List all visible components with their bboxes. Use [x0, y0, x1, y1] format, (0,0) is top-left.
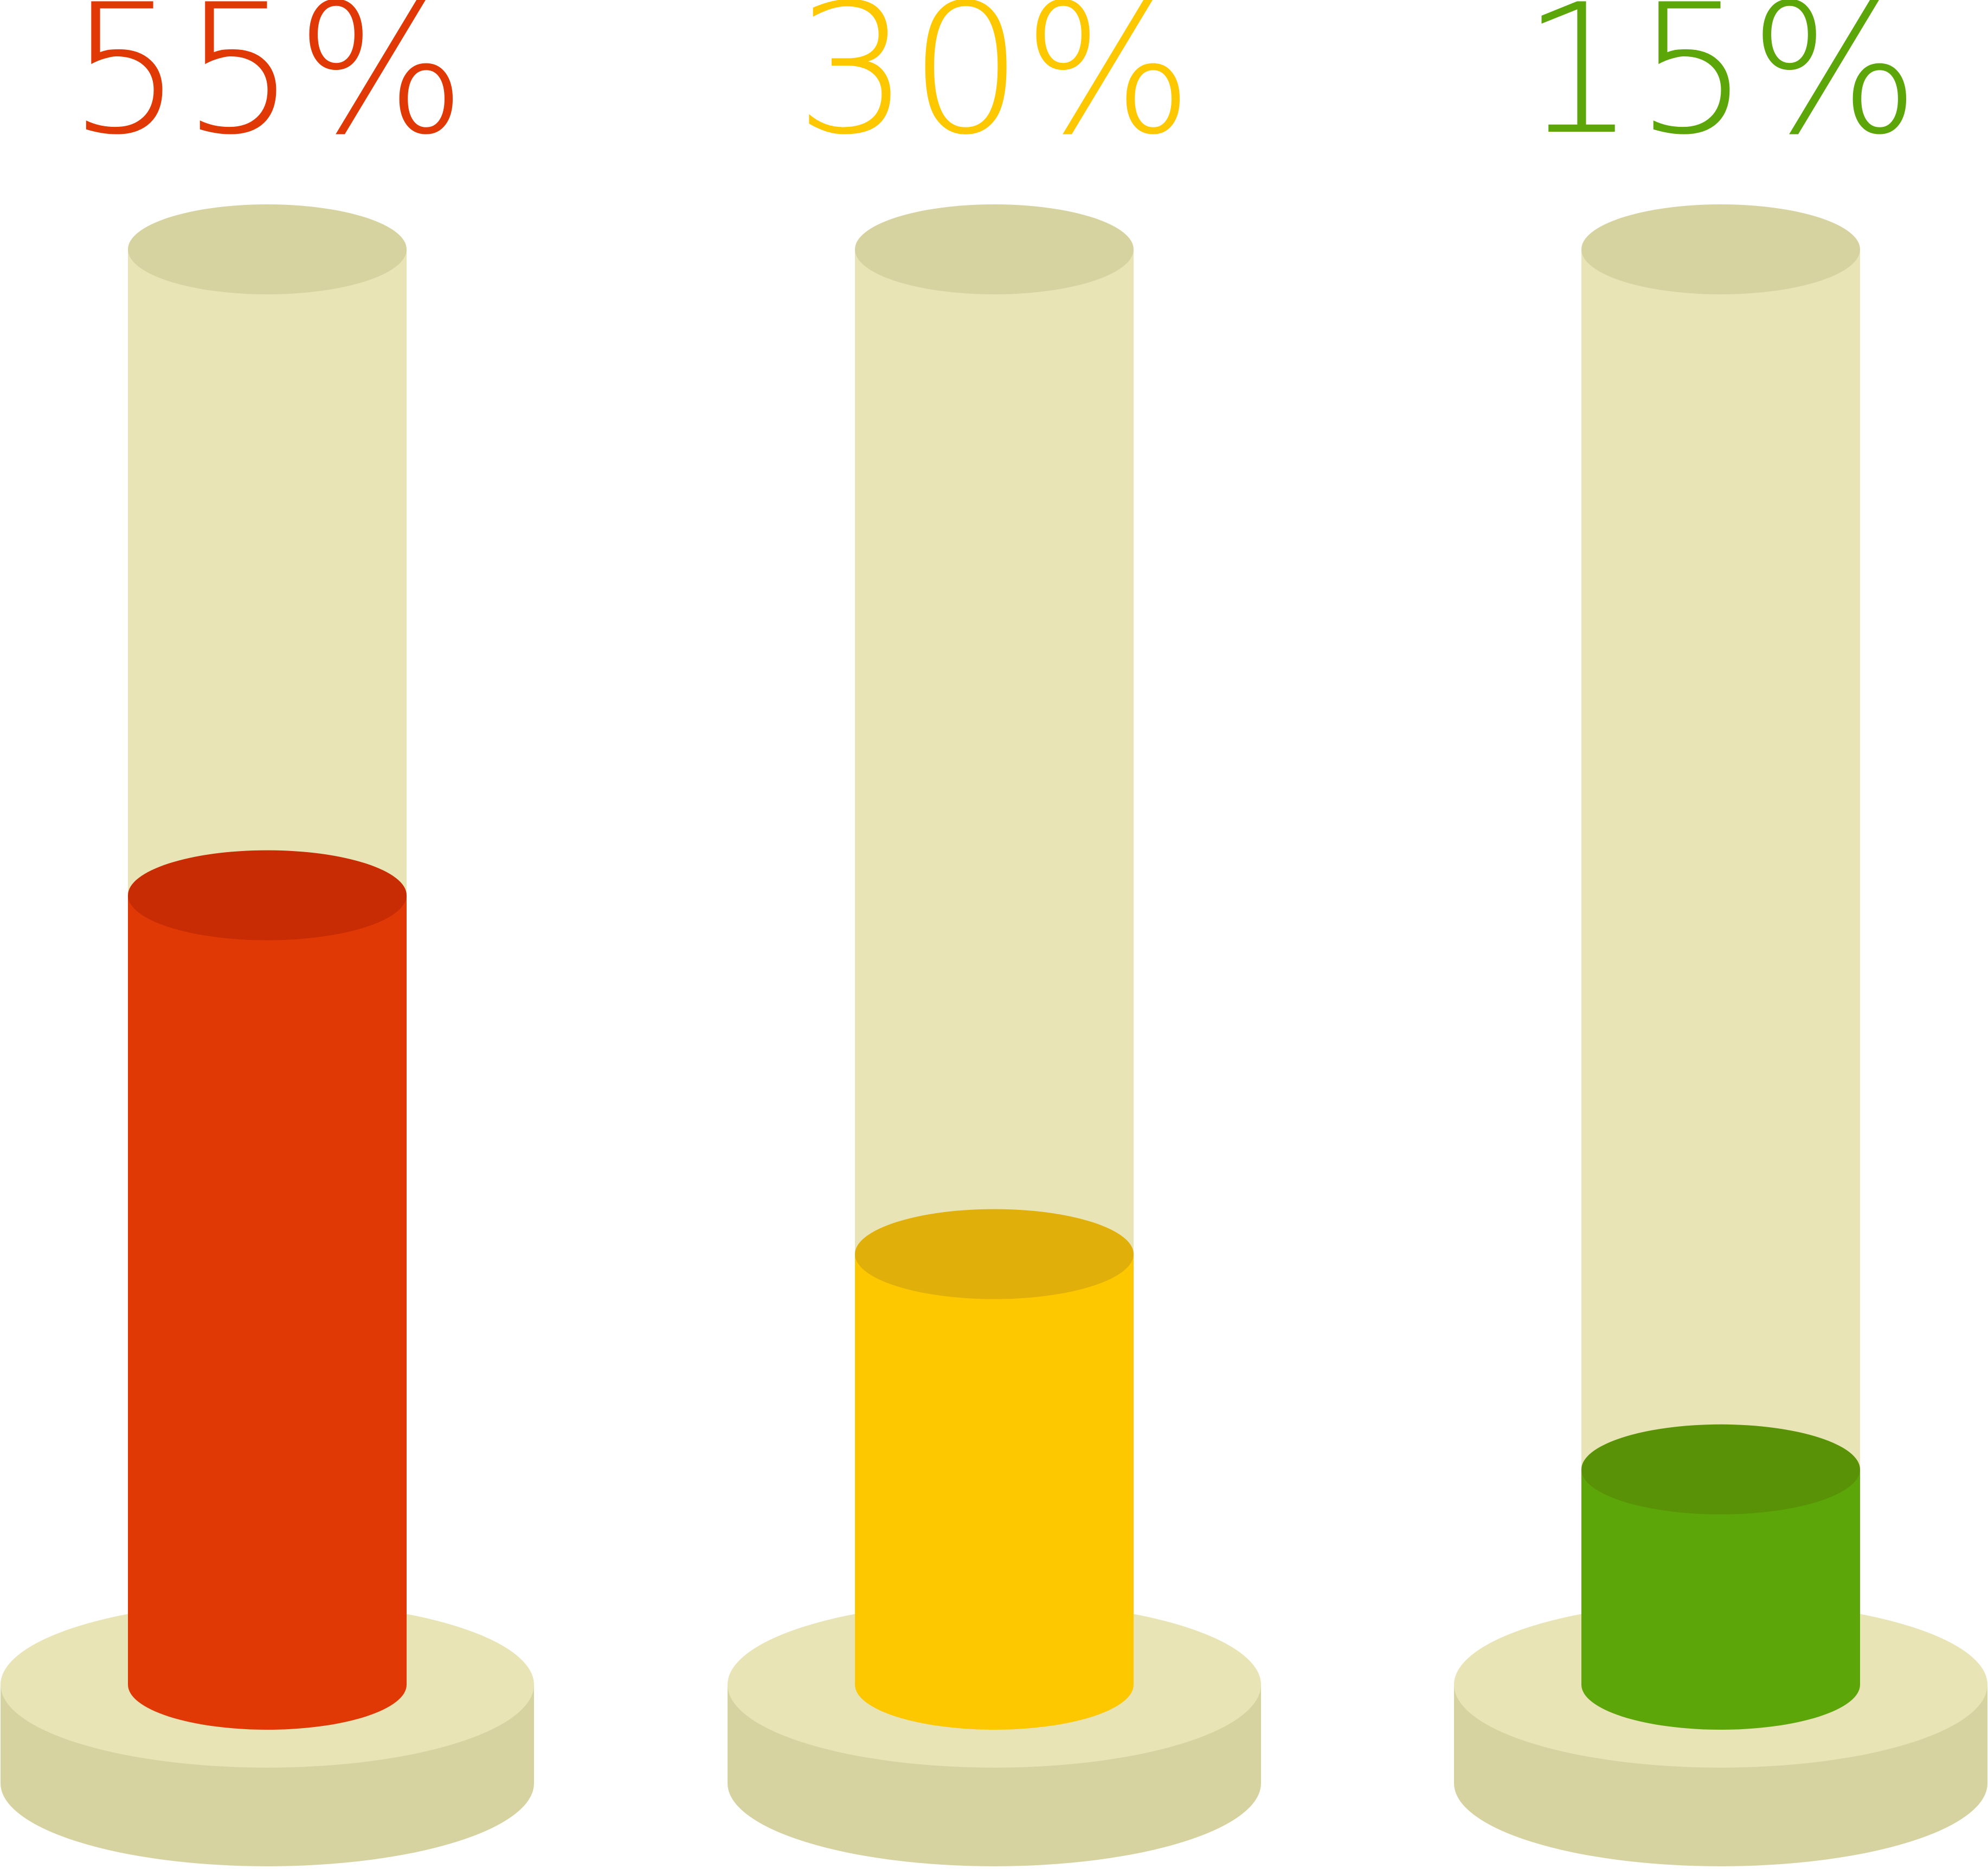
bar-top-0	[128, 850, 407, 940]
data-label-0: 55%	[68, 0, 466, 174]
bar-top-1	[855, 1209, 1134, 1299]
data-label-1: 30%	[795, 0, 1193, 174]
tube-top-2	[1581, 204, 1860, 294]
bar-fill-0	[128, 895, 407, 1730]
bar-fill-2	[1581, 1469, 1860, 1730]
tube-top-1	[855, 204, 1134, 294]
data-label-2: 15%	[1522, 0, 1919, 174]
bar-top-2	[1581, 1424, 1860, 1514]
bar-fill-1	[855, 1254, 1134, 1730]
tube-top-0	[128, 204, 407, 294]
tube-body-2	[1581, 249, 1860, 1730]
